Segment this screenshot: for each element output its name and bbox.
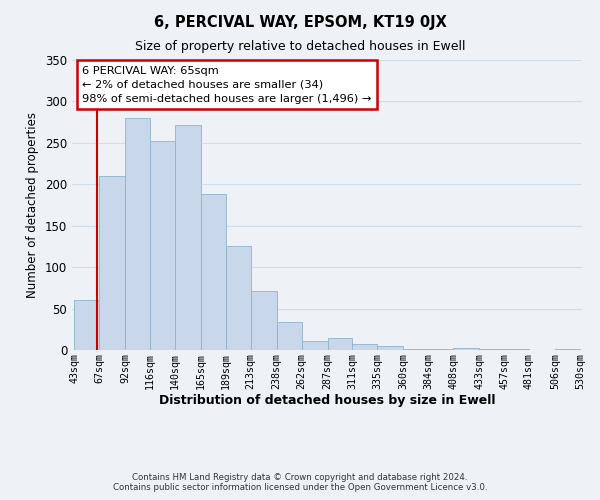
Bar <box>201 194 226 350</box>
Text: Contains HM Land Registry data © Crown copyright and database right 2024.
Contai: Contains HM Land Registry data © Crown c… <box>113 473 487 492</box>
Bar <box>428 349 453 350</box>
Bar <box>226 246 251 350</box>
Text: 6 PERCIVAL WAY: 65sqm
← 2% of detached houses are smaller (34)
98% of semi-detac: 6 PERCIVAL WAY: 65sqm ← 2% of detached h… <box>82 66 371 104</box>
Text: Size of property relative to detached houses in Ewell: Size of property relative to detached ho… <box>135 40 465 53</box>
Bar <box>453 348 479 350</box>
Bar <box>479 349 504 350</box>
Y-axis label: Number of detached properties: Number of detached properties <box>26 112 40 298</box>
Bar <box>377 346 403 350</box>
Bar <box>251 291 277 350</box>
Bar <box>504 349 529 350</box>
Bar <box>352 344 377 350</box>
Text: 6, PERCIVAL WAY, EPSOM, KT19 0JX: 6, PERCIVAL WAY, EPSOM, KT19 0JX <box>154 15 446 30</box>
Bar <box>302 341 328 350</box>
Bar <box>150 141 175 350</box>
Bar <box>125 118 150 350</box>
Bar <box>403 349 428 350</box>
Bar <box>74 300 99 350</box>
Bar <box>175 124 201 350</box>
Bar <box>277 322 302 350</box>
Bar <box>99 176 125 350</box>
Bar <box>328 338 352 350</box>
X-axis label: Distribution of detached houses by size in Ewell: Distribution of detached houses by size … <box>159 394 495 407</box>
Bar <box>555 349 580 350</box>
